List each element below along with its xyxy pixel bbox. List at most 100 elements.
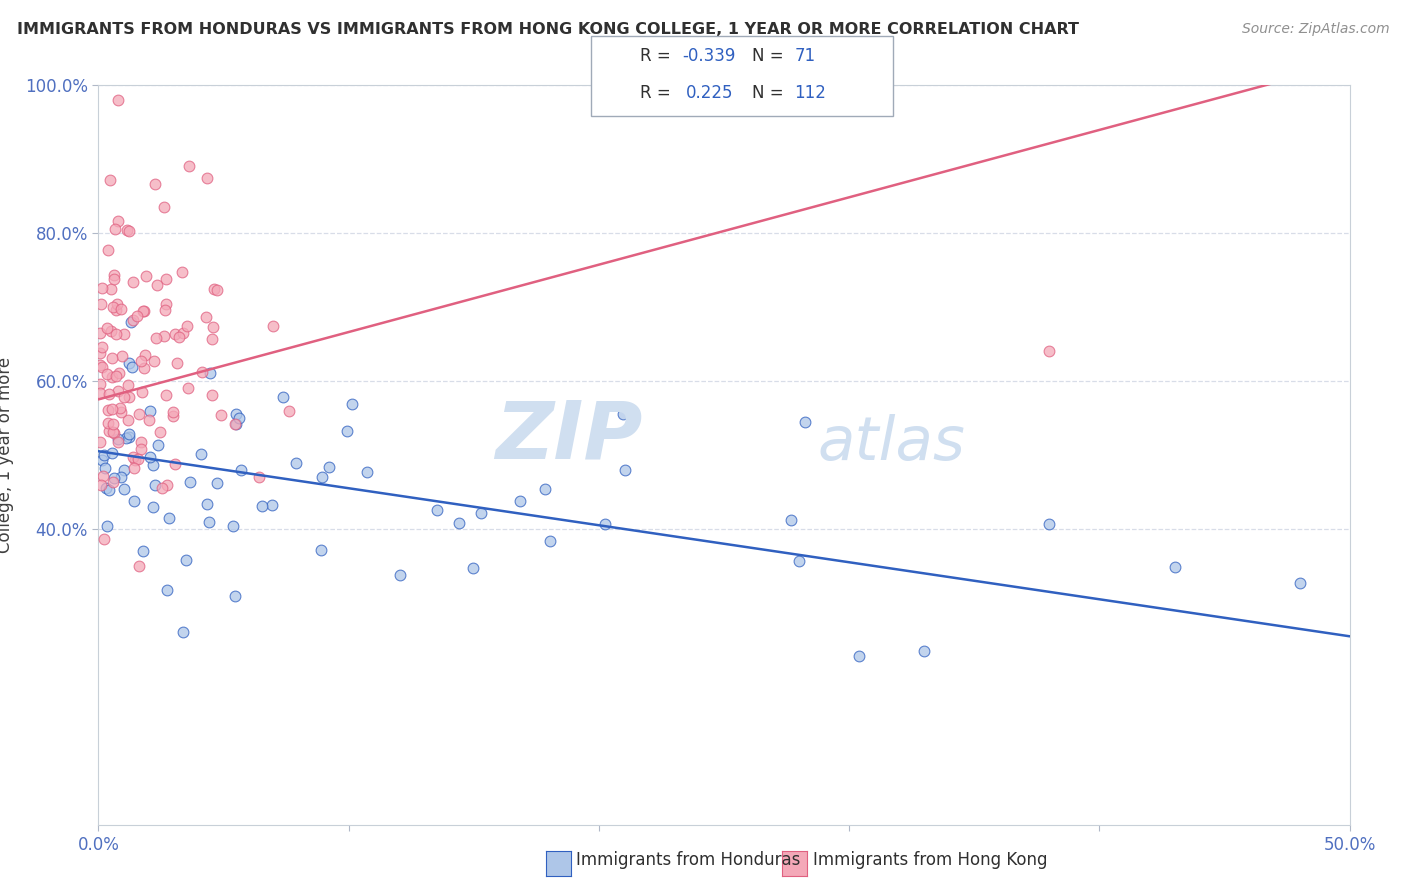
Point — [124, 452, 146, 467]
Text: N =: N = — [752, 84, 789, 102]
Point — [127, 451, 149, 466]
Point — [247, 469, 270, 483]
Point — [142, 353, 165, 368]
Point — [117, 413, 139, 427]
Point — [389, 567, 412, 582]
Point — [110, 405, 132, 419]
Point — [139, 404, 162, 418]
Point — [787, 554, 810, 568]
Point — [132, 543, 155, 558]
Point — [93, 532, 115, 546]
Point — [97, 243, 120, 257]
Point — [121, 359, 143, 374]
Point — [166, 356, 188, 370]
Point — [153, 329, 176, 343]
Point — [110, 470, 132, 484]
Point — [117, 430, 139, 444]
Point — [1038, 344, 1060, 359]
Point — [145, 331, 167, 345]
Point — [131, 434, 153, 449]
Point — [121, 450, 143, 465]
Point — [107, 384, 129, 399]
Point — [190, 447, 212, 461]
Point — [107, 434, 129, 449]
Text: ZIP: ZIP — [495, 398, 643, 475]
Point — [112, 327, 135, 342]
Point — [309, 543, 332, 558]
Point — [780, 513, 803, 527]
Point — [470, 506, 492, 520]
Point — [129, 442, 152, 456]
Point — [107, 93, 129, 107]
Point — [118, 356, 141, 370]
Point — [89, 376, 111, 391]
Point — [120, 315, 142, 329]
Point — [311, 470, 333, 484]
Point — [224, 417, 246, 431]
Point — [335, 424, 357, 438]
Point — [179, 475, 201, 490]
Point — [97, 387, 120, 401]
Point — [155, 297, 177, 311]
Point — [146, 438, 169, 452]
Point — [593, 516, 616, 531]
Point — [101, 401, 124, 416]
Point — [112, 482, 135, 496]
Point — [90, 478, 112, 492]
Point — [461, 560, 484, 574]
Text: -0.339: -0.339 — [682, 46, 735, 64]
Point — [155, 272, 177, 286]
Point — [318, 459, 340, 474]
Text: Immigrants from Hong Kong: Immigrants from Hong Kong — [813, 851, 1047, 869]
Point — [135, 268, 157, 283]
Point — [94, 461, 117, 475]
Point — [225, 407, 247, 421]
Point — [105, 326, 128, 341]
Point — [100, 324, 122, 338]
Point — [107, 214, 129, 228]
Point — [103, 425, 125, 440]
Point — [111, 349, 134, 363]
Point — [534, 482, 557, 496]
Point — [122, 460, 145, 475]
Point — [121, 275, 143, 289]
Point — [115, 223, 138, 237]
Point — [104, 369, 127, 384]
Point — [90, 359, 112, 374]
Point — [110, 401, 132, 416]
Text: 71: 71 — [794, 46, 815, 64]
Point — [194, 310, 217, 324]
Point — [793, 415, 815, 429]
Point — [131, 384, 153, 399]
Point — [340, 397, 363, 411]
Point — [104, 221, 127, 235]
Point — [104, 303, 127, 318]
Point — [101, 351, 124, 365]
Point — [271, 390, 294, 404]
Point — [278, 404, 301, 418]
Point — [202, 320, 225, 334]
Point — [190, 365, 212, 379]
Point — [103, 272, 125, 286]
Point — [90, 340, 112, 354]
Point — [209, 408, 232, 422]
Point — [1163, 559, 1185, 574]
Point — [115, 431, 138, 445]
Point — [91, 469, 114, 483]
Text: 0.225: 0.225 — [686, 84, 734, 102]
Point — [142, 500, 165, 515]
Point — [118, 223, 141, 237]
Point — [122, 313, 145, 327]
Point — [103, 268, 125, 282]
Point — [228, 411, 250, 425]
Point — [96, 368, 118, 382]
Point — [103, 425, 125, 439]
Point — [112, 463, 135, 477]
Point — [612, 407, 634, 421]
Point — [132, 360, 155, 375]
Point — [172, 625, 194, 640]
Point — [156, 583, 179, 598]
Point — [509, 494, 531, 508]
Point — [97, 402, 120, 417]
Point — [89, 435, 111, 450]
